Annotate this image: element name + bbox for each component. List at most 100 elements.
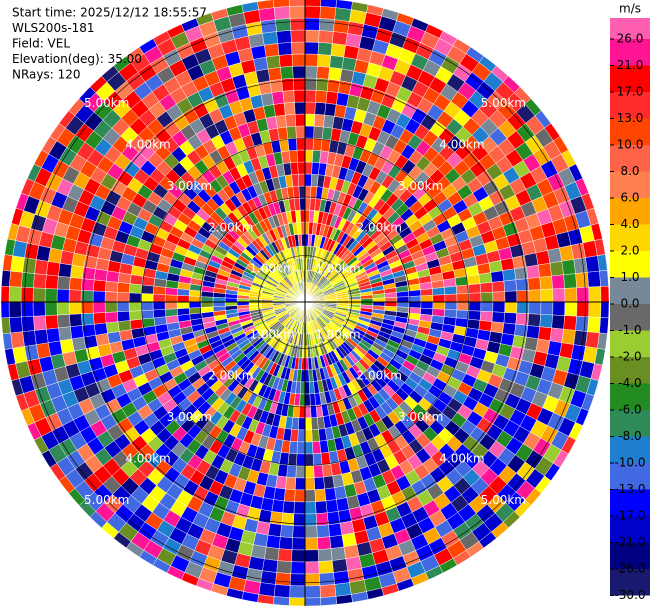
radar-gate	[549, 261, 564, 277]
colorbar-label: 26.0	[617, 32, 644, 46]
radar-gate	[140, 293, 154, 303]
radar-gate	[456, 301, 470, 311]
colorbar-label: -21.0	[614, 535, 645, 549]
radar-gate	[292, 525, 306, 539]
colorbar-label: -13.0	[614, 482, 645, 496]
radar-gate	[492, 291, 506, 303]
radar-gate	[8, 301, 22, 318]
radar-gate	[277, 548, 293, 562]
colorbar-label: 1.0	[620, 270, 639, 284]
colorbar-segment	[610, 410, 650, 437]
radar-gate	[535, 250, 551, 266]
radar-gate	[70, 325, 85, 340]
radar-gate	[587, 270, 601, 288]
radar-gate	[34, 259, 49, 276]
radar-gate	[304, 381, 311, 395]
radar-gate	[304, 149, 314, 163]
radar-gate	[140, 284, 155, 295]
radar-gate	[93, 322, 108, 336]
colorbar-label: -26.0	[614, 562, 645, 576]
colorbar-segment	[610, 65, 650, 92]
radar-gate	[316, 524, 330, 538]
radar-gate	[152, 301, 166, 311]
radar-gate	[56, 301, 70, 316]
colorbar-segment	[610, 171, 650, 198]
radar-gate	[304, 405, 312, 419]
range-label: 5.00km	[84, 493, 129, 507]
radar-gate	[140, 309, 155, 320]
colorbar-segment	[610, 463, 650, 490]
radar-gate	[128, 301, 142, 312]
radar-gate	[92, 301, 106, 314]
radar-gate	[71, 336, 87, 352]
range-label: 1.00km	[315, 262, 360, 276]
radar-gate	[304, 53, 319, 67]
radar-gate	[104, 301, 118, 313]
radar-gate	[504, 301, 518, 314]
radar-gate	[293, 197, 301, 211]
radar-gate	[537, 326, 552, 342]
radar-gate	[599, 269, 609, 287]
colorbar-segment	[610, 436, 650, 463]
radar-gate	[372, 297, 386, 303]
colorbar-label: -2.0	[618, 350, 641, 364]
radar-gate	[22, 330, 37, 347]
radar-gate	[293, 501, 306, 515]
radar-gate	[466, 274, 481, 286]
radar-gate	[44, 288, 58, 303]
colorbar-segment	[610, 383, 650, 410]
radar-gate	[317, 536, 332, 550]
radar-gate	[310, 417, 319, 431]
radar-gate	[585, 331, 600, 349]
radar-gate	[45, 314, 59, 330]
radar-gate	[341, 532, 357, 548]
radar-gate	[258, 7, 276, 22]
radar-gate	[188, 295, 202, 303]
radar-gate	[176, 307, 190, 316]
radar-gate	[480, 291, 494, 303]
radar-gate	[455, 284, 470, 295]
colorbar-title: m/s	[619, 2, 641, 16]
radar-gate	[46, 261, 61, 277]
radar-gate	[70, 264, 85, 279]
radar-gate	[527, 313, 541, 327]
radar-gate	[323, 475, 335, 490]
radar-gate	[141, 317, 156, 328]
radar-gate	[116, 301, 130, 313]
radar-gate	[408, 295, 422, 303]
colorbar-label: 6.0	[620, 191, 639, 205]
radar-gate	[0, 301, 10, 319]
radar-gate	[236, 301, 250, 306]
radar-gate	[492, 301, 506, 313]
radar-gate	[523, 252, 539, 268]
radar-gate	[69, 277, 83, 291]
colorbar-label: -17.0	[614, 509, 645, 523]
radar-gate	[573, 330, 588, 347]
radar-gate	[318, 30, 334, 44]
radar-gate	[298, 417, 306, 431]
radar-gate	[264, 546, 280, 561]
radar-gate	[282, 500, 295, 514]
colorbar-segment	[610, 118, 650, 145]
radar-gate	[525, 325, 540, 340]
radar-gate	[304, 185, 312, 199]
radar-gate	[294, 489, 306, 503]
radar-gate	[285, 114, 297, 128]
radar-gate	[262, 558, 279, 573]
colorbar-label: -10.0	[614, 456, 645, 470]
radar-gate	[292, 185, 300, 199]
radar-gate	[320, 596, 338, 606]
radar-gate	[502, 322, 517, 336]
radar-gate	[599, 317, 609, 335]
radar-gate	[45, 274, 59, 290]
radar-gate	[275, 18, 292, 32]
radar-gate	[528, 301, 542, 315]
radar-gate	[104, 291, 118, 303]
radar-gate	[296, 137, 306, 151]
colorbar-segment	[610, 277, 650, 304]
radar-gate	[288, 597, 306, 607]
range-label: 3.00km	[398, 410, 443, 424]
radar-gate	[271, 499, 285, 514]
radar-gate	[21, 315, 35, 332]
range-label: 5.00km	[84, 96, 129, 110]
